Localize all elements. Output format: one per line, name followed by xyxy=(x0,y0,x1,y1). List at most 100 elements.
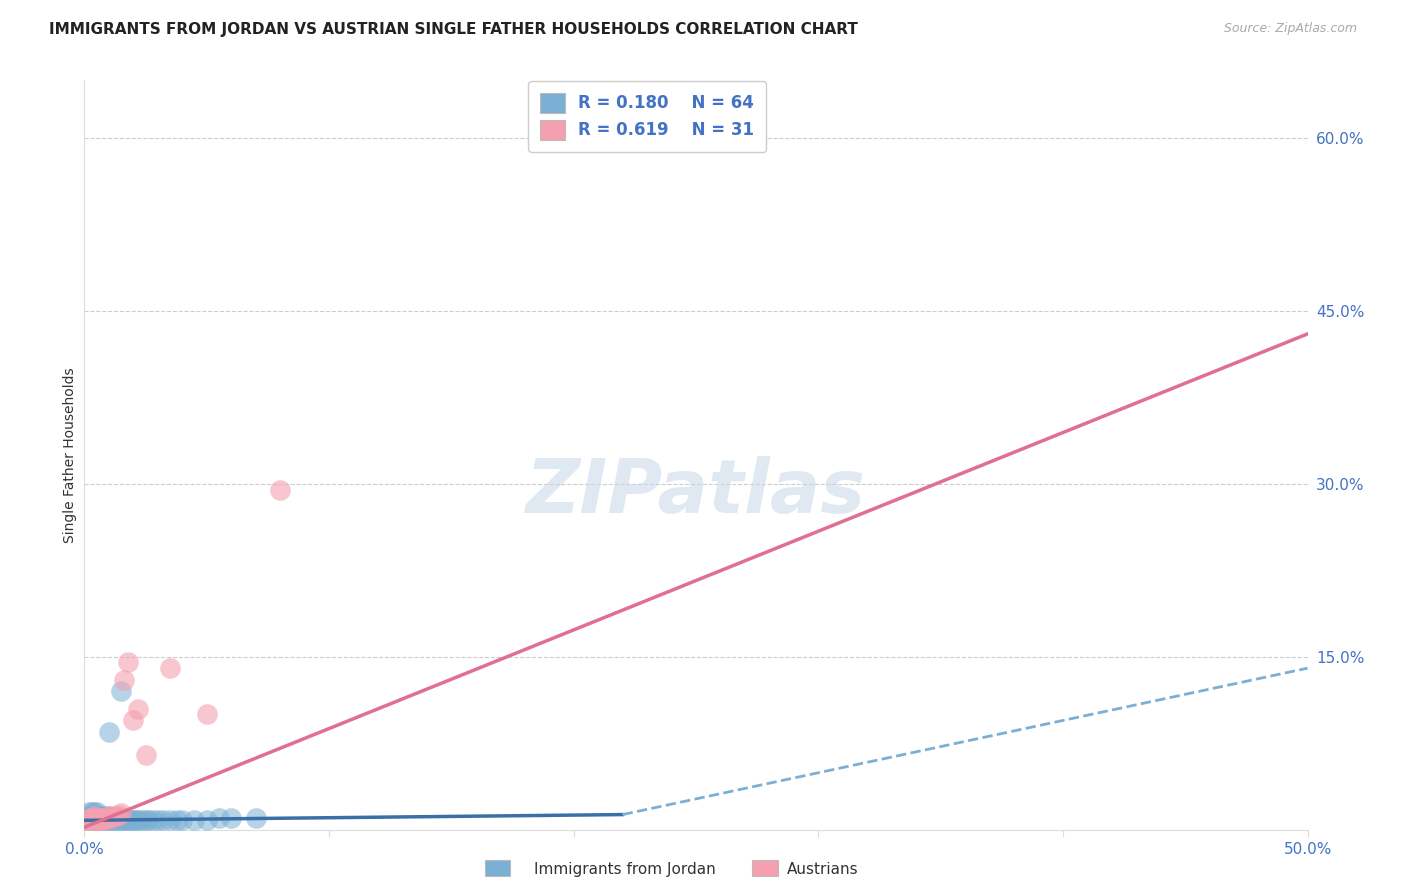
Point xyxy=(93,811,115,825)
Point xyxy=(87,814,110,828)
Point xyxy=(93,808,115,822)
Point xyxy=(105,808,128,822)
Point xyxy=(83,808,105,822)
Point xyxy=(142,814,165,828)
Point xyxy=(97,808,120,822)
Point xyxy=(159,814,181,828)
Point xyxy=(97,811,120,825)
Point xyxy=(103,814,125,828)
Point xyxy=(80,808,103,822)
Point xyxy=(86,808,108,822)
Point xyxy=(77,811,100,825)
Point xyxy=(110,811,132,825)
Point xyxy=(136,814,159,828)
Point xyxy=(80,811,103,825)
Point xyxy=(83,808,105,822)
Point xyxy=(97,814,120,828)
Point xyxy=(97,811,120,825)
Point xyxy=(97,724,120,739)
Point xyxy=(96,811,118,825)
Point xyxy=(86,814,108,828)
Point xyxy=(127,814,149,828)
Point xyxy=(90,814,112,828)
Point xyxy=(83,814,105,828)
Text: ZIPatlas: ZIPatlas xyxy=(526,456,866,529)
Point xyxy=(135,747,157,762)
Point xyxy=(86,811,108,825)
Point xyxy=(159,661,181,675)
Point xyxy=(245,811,267,825)
Point xyxy=(103,808,125,822)
Point xyxy=(96,814,118,828)
Point xyxy=(76,814,98,828)
Point xyxy=(97,808,120,822)
Point xyxy=(80,811,103,825)
Point xyxy=(90,811,112,825)
Point xyxy=(80,805,103,820)
Point xyxy=(76,811,98,825)
Point xyxy=(87,814,110,828)
Point xyxy=(83,805,105,820)
Text: Austrians: Austrians xyxy=(787,863,859,877)
Point xyxy=(112,673,135,687)
Point xyxy=(269,483,291,497)
Point xyxy=(107,807,129,822)
Point xyxy=(107,814,129,828)
Point xyxy=(96,811,118,825)
Point xyxy=(166,814,188,828)
Point xyxy=(100,811,122,825)
Point xyxy=(152,814,174,828)
Point xyxy=(110,806,132,821)
Point xyxy=(83,811,105,825)
Point xyxy=(100,814,122,828)
Point xyxy=(103,811,125,825)
Point xyxy=(135,814,157,828)
Point xyxy=(127,701,149,715)
Point xyxy=(80,814,103,828)
Point xyxy=(87,811,110,825)
Point xyxy=(93,814,115,828)
Text: IMMIGRANTS FROM JORDAN VS AUSTRIAN SINGLE FATHER HOUSEHOLDS CORRELATION CHART: IMMIGRANTS FROM JORDAN VS AUSTRIAN SINGL… xyxy=(49,22,858,37)
Point xyxy=(80,814,103,828)
Point xyxy=(122,814,145,828)
Point xyxy=(77,808,100,822)
Point xyxy=(219,811,242,825)
Point xyxy=(110,684,132,698)
Point xyxy=(125,814,148,828)
Point xyxy=(86,805,108,820)
Point xyxy=(195,707,218,722)
Y-axis label: Single Father Households: Single Father Households xyxy=(63,368,77,542)
Point xyxy=(87,808,110,822)
Point xyxy=(86,811,108,825)
Text: Immigrants from Jordan: Immigrants from Jordan xyxy=(534,863,716,877)
Point xyxy=(115,814,138,828)
Point xyxy=(76,814,98,828)
Point xyxy=(86,814,108,828)
Point xyxy=(146,814,169,828)
Point xyxy=(105,814,128,828)
Legend: R = 0.180    N = 64, R = 0.619    N = 31: R = 0.180 N = 64, R = 0.619 N = 31 xyxy=(529,81,766,152)
Point xyxy=(172,814,194,828)
Point xyxy=(117,814,139,828)
Point xyxy=(112,814,135,828)
Point xyxy=(122,713,145,727)
Point xyxy=(87,811,110,825)
Point xyxy=(90,808,112,822)
Point xyxy=(208,811,231,825)
Point xyxy=(90,814,112,828)
Point xyxy=(77,814,100,828)
Point xyxy=(77,805,100,820)
Point xyxy=(129,814,152,828)
Point xyxy=(117,656,139,670)
Point xyxy=(105,811,128,825)
Point xyxy=(77,811,100,825)
Point xyxy=(93,814,115,828)
Point xyxy=(83,814,105,828)
Point xyxy=(93,811,115,825)
Point xyxy=(100,811,122,825)
Point xyxy=(110,814,132,828)
Point xyxy=(195,814,218,828)
Point xyxy=(183,814,205,828)
Point xyxy=(77,814,100,828)
Point xyxy=(120,814,142,828)
